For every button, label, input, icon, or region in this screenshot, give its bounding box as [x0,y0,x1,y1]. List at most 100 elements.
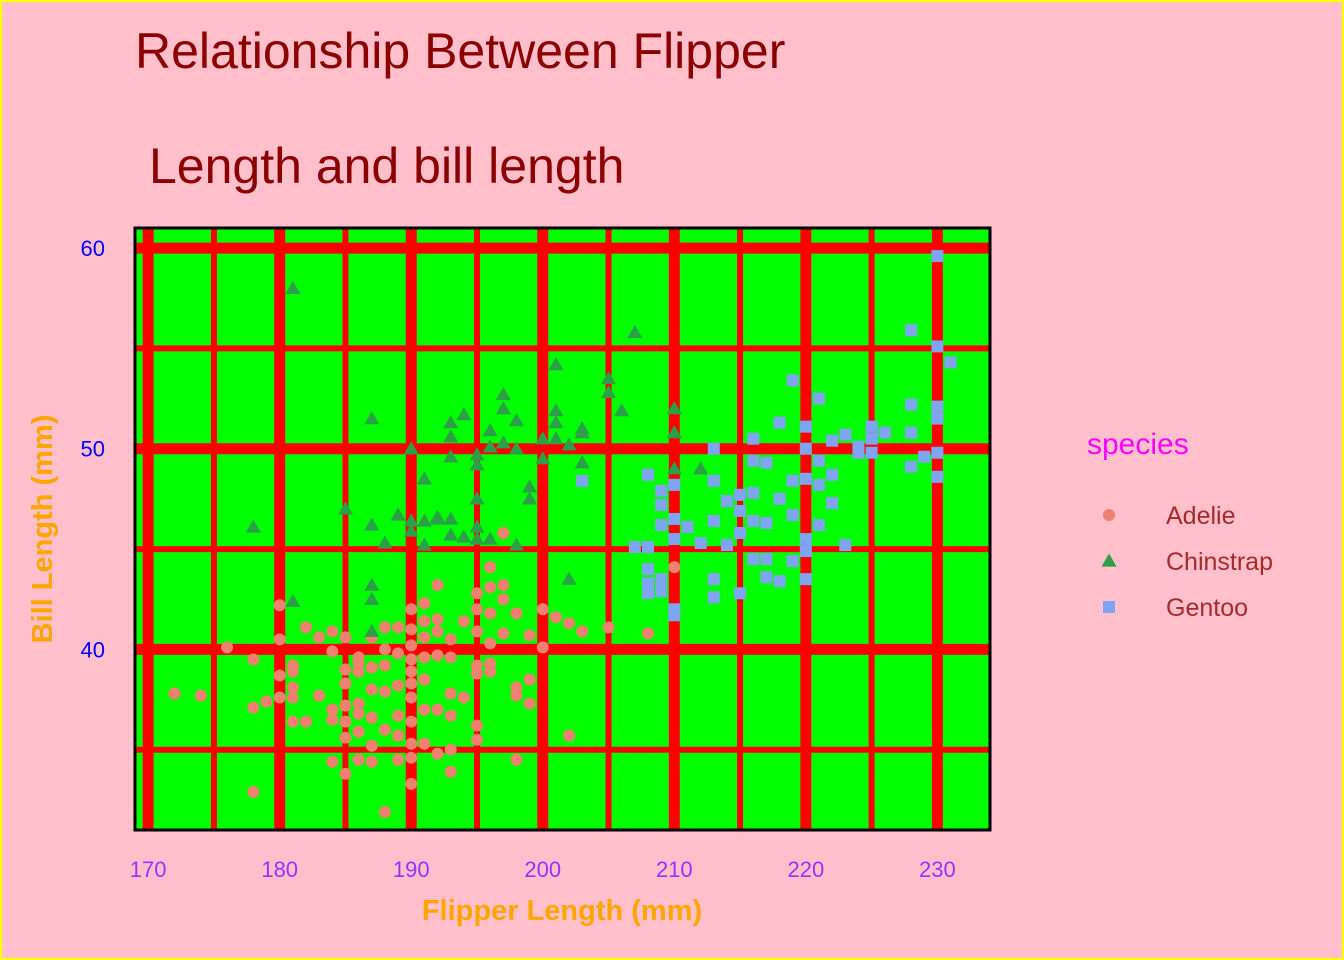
chinstrap-point [574,425,590,439]
adelie-point [273,633,286,646]
gentoo-point [760,516,773,529]
chinstrap-point [416,537,432,551]
gentoo-point [799,442,812,455]
adelie-point [497,579,510,592]
adelie-point [313,631,326,644]
chinstrap-point [469,519,485,533]
gentoo-point [786,555,799,568]
gentoo-point [799,472,812,485]
chinstrap-point [403,523,419,537]
adelie-point [444,765,457,778]
adelie-point [352,665,365,678]
gentoo-point [720,494,733,507]
adelie-point [378,659,391,672]
gentoo-point [865,420,878,433]
chart-title-line-2: Length and bill length [149,138,624,194]
chinstrap-point [443,527,459,541]
gentoo-point [905,398,918,411]
chinstrap-point [285,280,301,294]
adelie-point [339,731,352,744]
adelie-point [484,561,497,574]
adelie-point [444,709,457,722]
adelie-point [405,751,418,764]
chinstrap-point [508,413,524,427]
adelie-point [497,593,510,606]
adelie-point [392,647,405,660]
adelie-point [418,673,431,686]
adelie-point [378,643,391,656]
chinstrap-point [416,513,432,527]
adelie-point [300,715,312,728]
gentoo-point [773,416,786,429]
adelie-point [392,729,405,742]
chinstrap-point [364,411,380,425]
adelie-point [471,719,483,732]
gentoo-point [747,454,760,467]
plot-area [135,228,990,830]
gentoo-point [681,520,694,533]
gentoo-point [642,587,654,600]
data-points [168,250,957,818]
adelie-point [471,587,483,600]
adelie-point [444,743,457,756]
gentoo-point [905,324,918,337]
chinstrap-point [548,403,564,417]
adelie-point [339,677,352,690]
adelie-point [405,715,418,728]
gentoo-point [747,432,760,445]
adelie-point [247,653,260,666]
legend: species Adelie Chinstrap Gentoo [1087,428,1273,622]
x-tick-label: 200 [524,857,561,882]
adelie-point [484,665,497,678]
adelie-point [378,723,391,736]
gentoo-point [773,492,786,505]
x-tick-label: 190 [393,857,430,882]
chinstrap-point [364,577,380,591]
legend-gentoo-label: Gentoo [1166,594,1248,622]
adelie-point [457,615,470,628]
gentoo-point [655,518,668,531]
gentoo-point [944,356,957,369]
chinstrap-point [535,451,551,465]
adelie-point [536,641,549,654]
adelie-point [352,697,365,710]
adelie-point [405,777,418,790]
gentoo-point [720,539,733,552]
adelie-point [273,669,286,682]
adelie-point [484,607,497,620]
gentoo-point [734,504,747,517]
chinstrap-point [469,531,485,545]
gentoo-point [707,514,720,527]
adelie-point [405,691,418,704]
gentoo-point [747,553,760,566]
adelie-point [484,581,497,594]
chinstrap-point [469,447,485,461]
adelie-point [642,627,654,640]
adelie-point [431,747,444,760]
adelie-point [352,753,365,766]
adelie-point [418,631,431,644]
adelie-point [444,687,457,700]
gentoo-point [931,446,944,459]
gentoo-point [786,474,799,487]
chinstrap-point [601,385,617,399]
gentoo-point [852,446,865,459]
adelie-point [523,697,536,710]
adelie-point [497,627,510,640]
chinstrap-point [245,519,261,533]
chinstrap-point [693,461,709,475]
adelie-point [523,673,536,686]
adelie-point [339,767,352,780]
chinstrap-point [482,439,498,453]
gentoo-point [668,609,681,622]
gentoo-point [760,553,773,566]
gentoo-point [931,412,944,425]
adelie-point [352,725,365,738]
gentoo-point [773,575,786,588]
gentoo-point [655,585,668,598]
adelie-point [497,527,510,540]
adelie-point [339,715,352,728]
adelie-point [576,625,589,638]
y-axis-ticks: 40 50 60 [81,236,105,662]
